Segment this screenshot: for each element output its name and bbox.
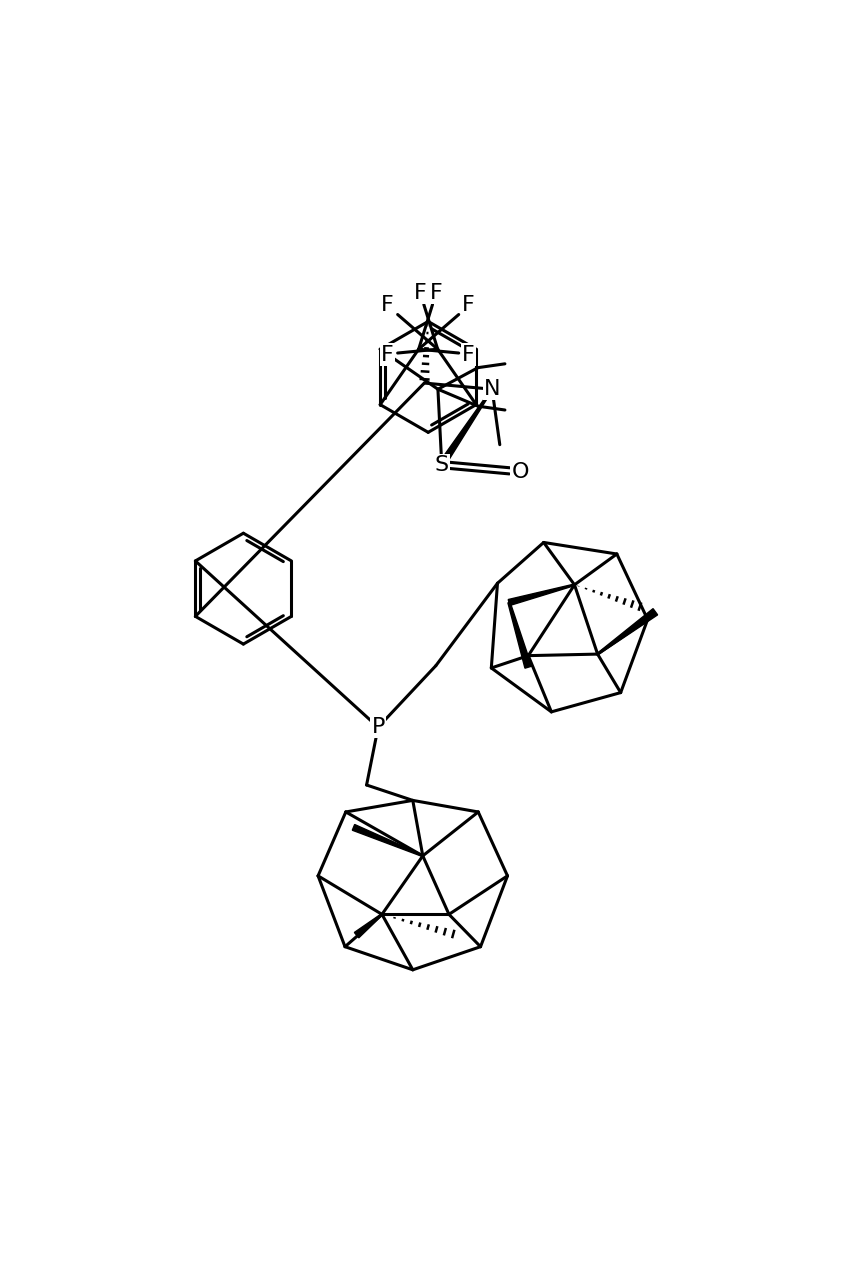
Polygon shape xyxy=(439,389,492,467)
Text: P: P xyxy=(371,717,385,737)
Polygon shape xyxy=(354,914,383,938)
Text: S: S xyxy=(435,454,449,475)
Text: F: F xyxy=(413,283,426,303)
Text: O: O xyxy=(511,462,529,481)
Text: F: F xyxy=(381,296,394,315)
Text: N: N xyxy=(484,379,500,399)
Polygon shape xyxy=(597,609,658,655)
Text: F: F xyxy=(463,296,475,315)
Text: F: F xyxy=(381,344,394,365)
Polygon shape xyxy=(509,584,575,605)
Polygon shape xyxy=(353,824,423,856)
Polygon shape xyxy=(508,602,532,668)
Text: F: F xyxy=(463,344,475,365)
Text: F: F xyxy=(430,283,443,303)
